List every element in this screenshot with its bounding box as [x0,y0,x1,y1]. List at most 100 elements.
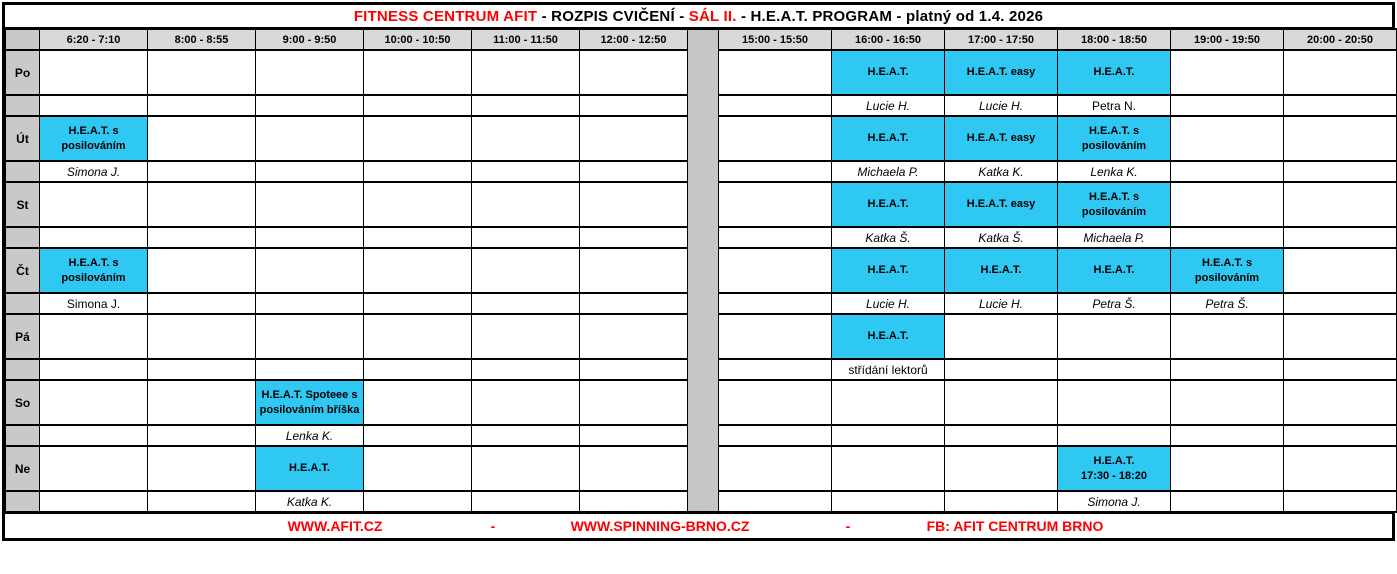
empty-slot [831,379,945,426]
event-title: H.E.A.T. s posilováním [1081,191,1147,218]
empty-lector-cell [1170,424,1284,447]
day-lector-row: Simona J. Michaela P. Katka K. Lenka K. [5,160,1397,183]
empty-lector-cell [255,226,364,249]
day-lector-row: Lucie H. Lucie H. Petra N. [5,94,1397,117]
empty-lector-cell [1170,358,1284,381]
empty-slot [471,181,580,228]
title-brand: FITNESS CENTRUM AFIT [353,7,538,25]
empty-lector-cell [1170,94,1284,117]
lector-cell: Lucie H. [944,292,1058,315]
event-title: H.E.A.T. easy [966,66,1036,79]
event-cell: H.E.A.T. [255,445,364,492]
empty-slot [255,49,364,96]
time-slot-header: 15:00 - 15:50 [718,28,832,51]
event-title: H.E.A.T. [867,264,909,277]
empty-lector-cell [147,94,256,117]
empty-slot [718,445,832,492]
website-link-afit[interactable]: WWW.AFIT.CZ [287,518,383,534]
website-link-spinning[interactable]: WWW.SPINNING-BRNO.CZ [570,518,750,534]
event-cell: H.E.A.T. [831,115,945,162]
empty-lector-cell [1057,358,1171,381]
time-slot-header: 19:00 - 19:50 [1170,28,1284,51]
event-cell: H.E.A.T. [944,247,1058,294]
event-cell: H.E.A.T. [831,49,945,96]
empty-lector-cell [147,490,256,513]
empty-lector-cell [255,160,364,183]
day-lector-row: Lenka K. [5,424,1397,447]
empty-slot [147,445,256,492]
event-cell: H.E.A.T. s posilováním [1057,115,1171,162]
lector-cell: střídání lektorů [831,358,945,381]
lector-cell: Simona J. [39,160,148,183]
empty-slot [363,313,472,360]
empty-lector-cell [831,424,945,447]
footer: WWW.AFIT.CZ - WWW.SPINNING-BRNO.CZ - FB:… [5,513,1392,538]
empty-lector-cell [471,490,580,513]
empty-slot [471,49,580,96]
empty-lector-cell [255,94,364,117]
empty-lector-cell [579,292,688,315]
empty-lector-cell [1283,490,1397,513]
empty-slot [255,115,364,162]
empty-lector-cell [39,424,148,447]
empty-slot [147,313,256,360]
day-gutter [5,160,40,183]
time-slot-header: 20:00 - 20:50 [1283,28,1397,51]
empty-slot [1057,313,1171,360]
time-slot-header: 12:00 - 12:50 [579,28,688,51]
empty-lector-cell [579,94,688,117]
empty-slot [39,445,148,492]
lector-cell: Michaela P. [831,160,945,183]
empty-lector-cell [363,160,472,183]
empty-lector-cell [147,292,256,315]
event-subtitle: 17:30 - 18:20 [1080,469,1148,482]
empty-lector-cell [1170,160,1284,183]
empty-slot [471,379,580,426]
time-slot-header: 10:00 - 10:50 [363,28,472,51]
event-title: H.E.A.T. s posilováním [61,257,126,284]
event-title: H.E.A.T. s posilováním [61,125,126,152]
day-gutter [5,490,40,513]
empty-slot [39,49,148,96]
empty-slot [39,181,148,228]
time-header-row: 6:20 - 7:10 8:00 - 8:55 9:00 - 9:50 10:0… [5,28,1397,513]
time-slot-header: 17:00 - 17:50 [944,28,1058,51]
facebook-link[interactable]: FB: AFIT CENTRUM BRNO [926,518,1104,534]
footer-separator: - [845,518,851,534]
time-slot-header: 16:00 - 16:50 [831,28,945,51]
empty-slot [1170,49,1284,96]
empty-slot [363,181,472,228]
event-title: H.E.A.T. Spoteee s posilováním bříška [259,389,360,416]
empty-slot [944,379,1058,426]
day-lector-row: Simona J. Lucie H. Lucie H. Petra Š. Petra Š… [5,292,1397,315]
empty-lector-cell [1170,490,1284,513]
empty-slot [255,313,364,360]
lector-cell: Petra Š. [1057,292,1171,315]
empty-lector-cell [147,358,256,381]
empty-lector-cell [944,424,1058,447]
empty-slot [718,49,832,96]
day-class-row: Pá H.E.A.T. [5,313,1397,360]
empty-slot [579,181,688,228]
schedule-body: 6:20 - 7:10 8:00 - 8:55 9:00 - 9:50 10:0… [5,28,1397,513]
empty-lector-cell [147,226,256,249]
empty-slot [471,313,580,360]
empty-slot [831,445,945,492]
empty-slot [1283,181,1397,228]
empty-slot [1283,379,1397,426]
empty-slot [718,115,832,162]
empty-slot [579,313,688,360]
event-cell: H.E.A.T. [831,247,945,294]
title-hall: SÁL II. [688,7,737,25]
empty-slot [1283,445,1397,492]
empty-slot [1057,379,1171,426]
lector-cell: Lucie H. [831,292,945,315]
lector-cell: Petra Š. [1170,292,1284,315]
empty-lector-cell [718,292,832,315]
day-lector-row: střídání lektorů [5,358,1397,381]
empty-slot [1283,313,1397,360]
day-class-row: Čt H.E.A.T. s posilováním H.E.A.T. H.E.A.T.… [5,247,1397,294]
empty-slot [147,247,256,294]
day-gutter [5,358,40,381]
lector-cell: Katka K. [255,490,364,513]
